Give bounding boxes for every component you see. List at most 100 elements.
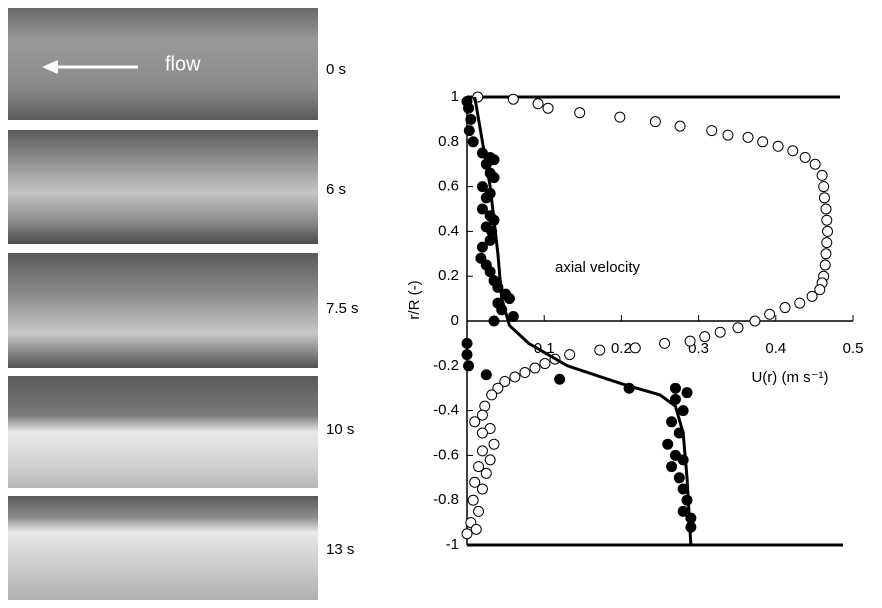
filled-point xyxy=(488,315,500,327)
open-point xyxy=(476,427,488,439)
photo-panel xyxy=(8,253,318,368)
y-tick-label: -0.2 xyxy=(433,357,459,374)
open-point xyxy=(469,476,481,488)
open-point xyxy=(806,290,818,302)
filled-point xyxy=(461,337,473,349)
open-point xyxy=(722,129,734,141)
time-label: 7.5 s xyxy=(326,300,359,317)
open-point xyxy=(809,158,821,170)
open-point xyxy=(779,302,791,314)
open-point xyxy=(818,192,830,204)
open-point xyxy=(787,145,799,157)
y-tick-label: 0.2 xyxy=(438,267,459,284)
open-point xyxy=(532,98,544,110)
y-tick-label: -1 xyxy=(446,536,459,553)
open-point xyxy=(507,93,519,105)
open-point xyxy=(492,382,504,394)
filled-point xyxy=(463,102,475,114)
open-point xyxy=(473,461,485,473)
open-point xyxy=(772,140,784,152)
annotation: axial velocity xyxy=(555,259,641,276)
filled-point xyxy=(467,136,479,148)
open-point xyxy=(461,528,473,540)
y-tick-label: 0.4 xyxy=(438,222,459,239)
open-point xyxy=(764,308,776,320)
open-point xyxy=(484,454,496,466)
open-point xyxy=(488,438,500,450)
filled-point xyxy=(666,461,678,473)
filled-point xyxy=(554,373,566,385)
time-label: 10 s xyxy=(326,421,354,438)
open-point xyxy=(509,371,521,383)
photo-panel xyxy=(8,130,318,244)
filled-point xyxy=(463,360,475,372)
y-tick-label: -0.8 xyxy=(433,491,459,508)
open-point xyxy=(529,362,541,374)
open-point xyxy=(732,322,744,334)
open-point xyxy=(799,151,811,163)
filled-point xyxy=(480,369,492,381)
y-tick-label: -0.6 xyxy=(433,446,459,463)
filled-point xyxy=(662,438,674,450)
open-point xyxy=(818,181,830,193)
open-point xyxy=(821,214,833,226)
photo-panel xyxy=(8,376,318,488)
open-point xyxy=(822,225,834,237)
open-point xyxy=(486,389,498,401)
y-tick-label: 1 xyxy=(451,88,459,105)
photo-panel xyxy=(8,496,318,600)
open-point xyxy=(820,248,832,260)
open-point xyxy=(594,344,606,356)
open-point xyxy=(476,483,488,495)
open-point xyxy=(794,297,806,309)
open-point xyxy=(819,259,831,271)
filled-point xyxy=(484,266,496,278)
open-point xyxy=(564,349,576,361)
fit-curve xyxy=(473,96,693,546)
open-point xyxy=(684,335,696,347)
open-point xyxy=(757,136,769,148)
open-point xyxy=(816,169,828,181)
open-point xyxy=(476,409,488,421)
open-point xyxy=(542,102,554,114)
open-point xyxy=(473,505,485,517)
y-tick-label: -0.4 xyxy=(433,402,459,419)
time-label: 6 s xyxy=(326,181,346,198)
open-point xyxy=(649,116,661,128)
filled-point xyxy=(465,113,477,125)
open-point xyxy=(539,358,551,370)
time-label: 0 s xyxy=(326,61,346,78)
x-tick-label: 0.4 xyxy=(765,340,786,357)
filled-point xyxy=(476,241,488,253)
open-point xyxy=(699,331,711,343)
filled-point xyxy=(461,349,473,361)
open-point xyxy=(470,523,482,535)
x-axis-label: U(r) (m s⁻¹) xyxy=(751,369,828,386)
open-point xyxy=(820,203,832,215)
open-point xyxy=(519,367,531,379)
open-point xyxy=(749,315,761,327)
open-point xyxy=(742,131,754,143)
filled-point xyxy=(503,293,515,305)
y-axis-label: r/R (-) xyxy=(406,280,423,319)
y-tick-label: 0.8 xyxy=(438,133,459,150)
open-point xyxy=(574,107,586,119)
open-point xyxy=(706,125,718,137)
filled-point xyxy=(507,311,519,323)
open-point xyxy=(674,120,686,132)
y-tick-label: 0 xyxy=(451,312,459,329)
flow-label: flow xyxy=(165,53,201,75)
open-point xyxy=(467,494,479,506)
filled-point xyxy=(681,387,693,399)
time-label: 13 s xyxy=(326,541,354,558)
open-point xyxy=(499,375,511,387)
photo-panel xyxy=(8,8,318,120)
open-point xyxy=(714,326,726,338)
filled-point xyxy=(673,472,685,484)
open-point xyxy=(659,337,671,349)
open-point xyxy=(480,467,492,479)
open-point xyxy=(629,342,641,354)
open-point xyxy=(476,445,488,457)
filled-point xyxy=(677,405,689,417)
